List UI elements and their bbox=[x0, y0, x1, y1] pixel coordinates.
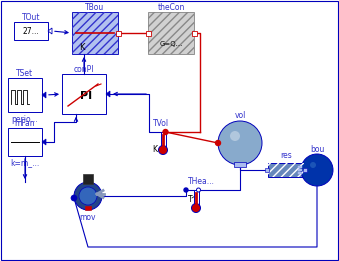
Circle shape bbox=[310, 162, 316, 168]
Text: K: K bbox=[153, 145, 158, 155]
Text: vol: vol bbox=[234, 111, 246, 121]
Bar bbox=[62, 74, 106, 114]
Circle shape bbox=[230, 131, 240, 141]
Bar bbox=[268, 163, 304, 177]
Text: TOut: TOut bbox=[22, 14, 40, 22]
Bar bbox=[298, 166, 302, 168]
Bar bbox=[83, 174, 93, 184]
Bar bbox=[160, 132, 165, 150]
Bar bbox=[148, 12, 194, 54]
Bar bbox=[72, 12, 118, 54]
Bar bbox=[303, 168, 307, 172]
Polygon shape bbox=[106, 91, 110, 97]
Circle shape bbox=[159, 145, 167, 155]
Circle shape bbox=[192, 204, 200, 212]
Text: K: K bbox=[79, 43, 84, 51]
Circle shape bbox=[301, 154, 333, 186]
Circle shape bbox=[163, 129, 168, 134]
Bar bbox=[194, 190, 199, 208]
Circle shape bbox=[184, 188, 188, 192]
Text: 27...: 27... bbox=[23, 27, 39, 35]
Bar bbox=[116, 31, 120, 35]
Bar bbox=[298, 172, 302, 174]
Text: theCon: theCon bbox=[157, 3, 185, 13]
Text: TVol: TVol bbox=[153, 120, 169, 128]
Bar bbox=[148, 12, 194, 54]
Bar bbox=[145, 31, 151, 35]
Bar bbox=[8, 78, 42, 112]
Bar bbox=[72, 12, 118, 54]
Text: G=Q...: G=Q... bbox=[159, 41, 183, 47]
Polygon shape bbox=[42, 92, 46, 98]
Bar bbox=[85, 206, 91, 210]
Bar bbox=[8, 128, 42, 156]
Bar bbox=[298, 169, 302, 171]
Circle shape bbox=[74, 182, 102, 210]
Text: perio...: perio... bbox=[12, 115, 38, 123]
Text: TSet: TSet bbox=[16, 69, 34, 79]
Text: res: res bbox=[280, 151, 292, 161]
Text: mov: mov bbox=[80, 213, 96, 222]
Polygon shape bbox=[42, 139, 46, 145]
Bar bbox=[234, 162, 246, 167]
Text: mFan: mFan bbox=[15, 120, 35, 128]
Bar bbox=[14, 22, 48, 40]
Text: TBou: TBou bbox=[85, 3, 105, 13]
Bar bbox=[192, 31, 197, 35]
Text: k=m_...: k=m_... bbox=[11, 158, 40, 168]
Bar bbox=[268, 163, 304, 177]
Bar bbox=[265, 168, 269, 172]
Text: conPI: conPI bbox=[74, 66, 94, 74]
Polygon shape bbox=[48, 28, 52, 34]
Text: THea...: THea... bbox=[187, 177, 215, 187]
Circle shape bbox=[218, 121, 262, 165]
Text: bou: bou bbox=[310, 145, 324, 153]
Text: PI: PI bbox=[80, 91, 92, 101]
Circle shape bbox=[79, 187, 97, 205]
Circle shape bbox=[216, 140, 220, 145]
Text: T: T bbox=[188, 195, 192, 205]
Circle shape bbox=[71, 195, 77, 201]
Circle shape bbox=[197, 188, 200, 192]
